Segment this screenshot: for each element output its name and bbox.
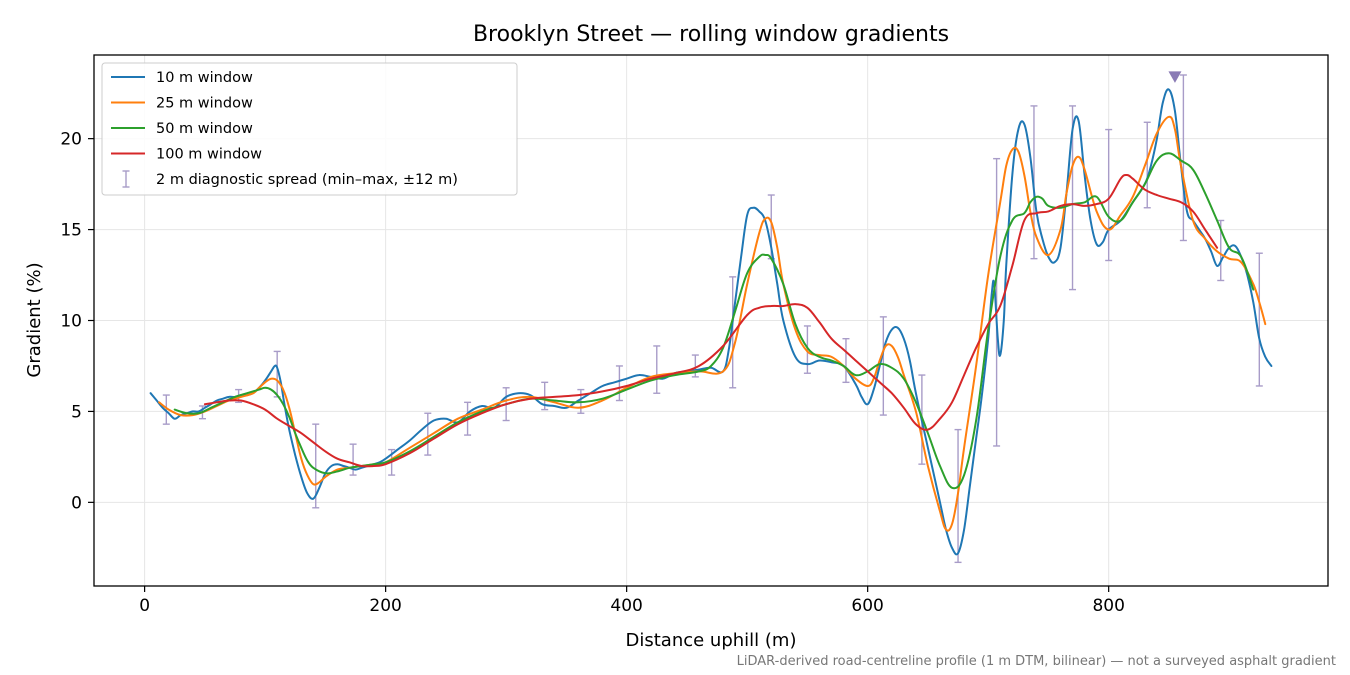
- spread-errorbar: [424, 412, 432, 456]
- diagnostic-spread-bars: [162, 74, 1263, 564]
- series-line-2: [158, 115, 1267, 532]
- y-tick-label: 10: [60, 312, 82, 332]
- spread-errorbar: [1105, 128, 1113, 262]
- spread-errorbar: [729, 276, 737, 389]
- legend-label-4: 100 m window: [156, 147, 262, 163]
- y-tick-label: 5: [71, 402, 82, 422]
- grid-lines: [94, 55, 1328, 586]
- x-tick-label: 200: [369, 596, 401, 616]
- legend-label-1: 10 m window: [156, 70, 253, 86]
- legend-label-spread: 2 m diagnostic spread (min–max, ±12 m): [156, 172, 458, 188]
- legend-label-3: 50 m window: [156, 121, 253, 137]
- peak-marker-layer: [1168, 71, 1182, 83]
- spread-errorbar: [1143, 121, 1151, 209]
- y-tick-label: 0: [71, 493, 82, 513]
- x-axis-label: Distance uphill (m): [626, 630, 797, 651]
- y-tick-label: 15: [60, 221, 82, 241]
- series-line-3: [173, 152, 1255, 490]
- footnote: LiDAR-derived road-centreline profile (1…: [737, 654, 1336, 669]
- spread-errorbar: [653, 345, 661, 394]
- y-tick-label: 20: [60, 130, 82, 150]
- x-tick-label: 600: [851, 596, 883, 616]
- x-tick-label: 0: [139, 596, 150, 616]
- x-tick-label: 800: [1092, 596, 1124, 616]
- series-line-4: [203, 173, 1219, 468]
- y-axis-label: Gradient (%): [24, 262, 45, 377]
- legend-box: [101, 62, 518, 196]
- spread-errorbar: [615, 365, 623, 402]
- legend-label-2: 25 m window: [156, 96, 253, 112]
- spread-errorbar: [691, 354, 699, 378]
- peak-marker: [1168, 71, 1182, 83]
- spread-errorbar: [803, 325, 811, 374]
- spread-errorbar: [162, 394, 170, 425]
- spread-errorbar: [993, 157, 1001, 447]
- x-tick-label: 400: [610, 596, 642, 616]
- chart-title: Brooklyn Street — rolling window gradien…: [473, 22, 949, 47]
- legend: 10 m window 25 m window 50 m window 100 m w…: [101, 62, 518, 196]
- axis-ticks: 0 200 400 600 800 0 5 10 15 20: [60, 130, 1125, 616]
- series-line-1: [149, 88, 1273, 556]
- spread-errorbar: [842, 337, 850, 384]
- series-lines: [149, 88, 1273, 556]
- spread-errorbar: [1179, 74, 1187, 242]
- spread-errorbar: [879, 316, 887, 416]
- spread-errorbar: [1255, 252, 1263, 387]
